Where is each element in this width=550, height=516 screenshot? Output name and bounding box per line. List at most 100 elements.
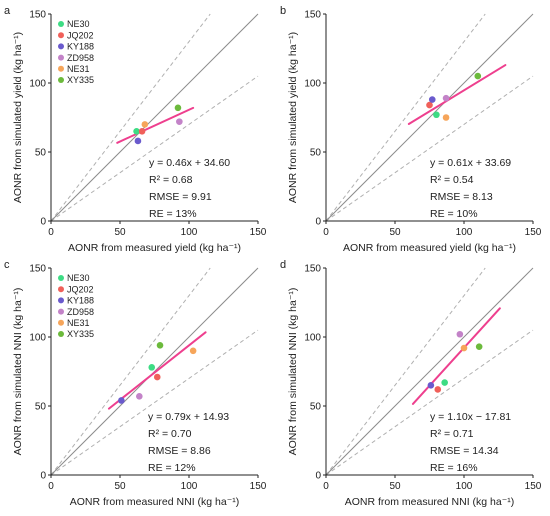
x-tick-label: 50 <box>114 481 126 492</box>
one-to-one-line <box>325 267 534 476</box>
panel-d: d 0 50 100 150 0 50 100 150 AONR from measured N… <box>280 259 542 508</box>
panel-letter: c <box>4 259 10 271</box>
x-tick-label: 150 <box>525 227 542 238</box>
panel-letter: a <box>4 5 11 17</box>
y-tick-label: 150 <box>29 264 46 275</box>
x-tick-label: 100 <box>181 227 198 238</box>
legend-marker-ky188 <box>58 43 64 50</box>
y-axis-label: AONR from simulated yield (kg ha⁻¹) <box>12 32 24 203</box>
legend-label: ZD958 <box>67 307 94 317</box>
y-tick-label: 100 <box>29 333 46 344</box>
y-tick-label: 100 <box>304 333 321 344</box>
panel-letter: b <box>280 5 286 17</box>
r-squared: R² = 0.70 <box>148 428 192 440</box>
relative-error: RE = 13% <box>149 208 197 220</box>
data-point-ne30 <box>133 128 140 135</box>
legend-marker-jq202 <box>58 32 64 39</box>
y-tick-label: 150 <box>304 264 321 275</box>
data-point-xy335 <box>475 343 483 350</box>
legend-label: NE30 <box>67 273 90 283</box>
fit-equation: y = 0.61x + 33.69 <box>430 157 511 169</box>
legend-label: XY335 <box>67 329 94 339</box>
upper-bound-line <box>50 13 211 222</box>
legend-marker-ne31 <box>58 319 64 326</box>
x-tick-label: 100 <box>181 481 198 492</box>
x-tick-label: 0 <box>48 227 54 238</box>
one-to-one-line <box>50 13 259 222</box>
y-tick-label: 100 <box>304 79 321 90</box>
legend-label: XY335 <box>67 75 94 85</box>
regression-line <box>407 64 507 125</box>
lower-bound-line <box>325 75 534 222</box>
fit-equation: y = 0.79x + 14.93 <box>148 411 229 423</box>
legend-marker-zd958 <box>58 54 64 61</box>
y-tick-label: 0 <box>40 471 46 482</box>
upper-bound-line <box>325 267 486 476</box>
fit-equation: y = 1.10x − 17.81 <box>430 411 511 423</box>
x-tick-label: 150 <box>525 481 542 492</box>
data-point-zd958 <box>176 118 183 125</box>
data-point-ky188 <box>428 96 436 103</box>
y-tick-label: 50 <box>35 148 47 159</box>
rmse: RMSE = 8.13 <box>430 191 493 203</box>
x-tick-label: 0 <box>323 481 329 492</box>
relative-error: RE = 10% <box>430 208 478 220</box>
legend-label: JQ202 <box>67 30 94 40</box>
legend-marker-xy335 <box>58 331 64 337</box>
data-point-ne30 <box>433 111 440 119</box>
relative-error: RE = 12% <box>148 462 196 474</box>
y-axis-label: AONR from simulated NNI (kg ha⁻¹) <box>287 288 299 456</box>
legend-marker-ne30 <box>58 21 64 27</box>
legend-label: KY188 <box>67 42 94 52</box>
r-squared: R² = 0.71 <box>430 428 474 440</box>
lower-bound-line <box>325 329 534 476</box>
y-axis-label: AONR from simulated NNI (kg ha⁻¹) <box>12 288 24 456</box>
r-squared: R² = 0.68 <box>149 174 193 186</box>
x-axis-label: AONR from measured NNI (kg ha⁻¹) <box>345 496 515 508</box>
regression-line <box>107 331 207 410</box>
data-point-zd958 <box>456 330 464 338</box>
y-tick-label: 50 <box>35 402 47 413</box>
y-tick-label: 150 <box>304 10 321 21</box>
data-point-jq202 <box>153 373 161 381</box>
legend-label: NE30 <box>67 19 90 29</box>
data-point-ne30 <box>441 379 448 386</box>
data-point-ky188 <box>134 137 142 145</box>
plot-area-d: 0 50 100 150 0 50 100 150 AONR from measured NNI… <box>287 264 542 509</box>
legend-label: NE31 <box>67 318 90 328</box>
x-tick-label: 100 <box>456 227 473 238</box>
x-tick-label: 0 <box>323 227 329 238</box>
plot-area-c: 0 50 100 150 0 50 100 150 AONR from measured NNI… <box>12 264 267 509</box>
data-point-xy335 <box>474 72 482 80</box>
y-tick-label: 0 <box>315 217 321 228</box>
y-axis-label: AONR from simulated yield (kg ha⁻¹) <box>287 32 299 203</box>
legend-marker-xy335 <box>58 77 64 83</box>
y-tick-label: 50 <box>310 148 322 159</box>
panel-a: a 0 50 100 150 0 50 100 150 AONR from measured y… <box>4 5 267 254</box>
legend-label: ZD958 <box>67 53 94 63</box>
data-point-ne31 <box>189 347 197 355</box>
lower-bound-line <box>50 75 259 222</box>
legend-marker-jq202 <box>58 286 64 293</box>
x-tick-label: 0 <box>48 481 54 492</box>
legend-marker-ky188 <box>58 297 64 304</box>
x-tick-label: 50 <box>389 481 401 492</box>
data-point-xy335 <box>156 341 164 349</box>
y-tick-label: 0 <box>40 217 46 228</box>
legend-label: KY188 <box>67 296 94 306</box>
data-point-ne31 <box>442 114 450 121</box>
panel-b: b 0 50 100 150 0 50 100 150 AONR from measured y… <box>280 5 542 254</box>
upper-bound-line <box>325 13 486 222</box>
y-tick-label: 0 <box>315 471 321 482</box>
fit-equation: y = 0.46x + 34.60 <box>149 157 230 169</box>
data-point-jq202 <box>434 386 442 393</box>
x-tick-label: 50 <box>114 227 126 238</box>
data-point-ky188 <box>427 382 435 389</box>
regression-line <box>116 106 195 144</box>
x-tick-label: 150 <box>250 227 267 238</box>
x-axis-label: AONR from measured yield (kg ha⁻¹) <box>68 242 241 254</box>
plot-area-b: 0 50 100 150 0 50 100 150 AONR from measured yie… <box>287 10 542 255</box>
data-point-ne31 <box>460 344 468 352</box>
x-axis-label: AONR from measured NNI (kg ha⁻¹) <box>70 496 240 508</box>
